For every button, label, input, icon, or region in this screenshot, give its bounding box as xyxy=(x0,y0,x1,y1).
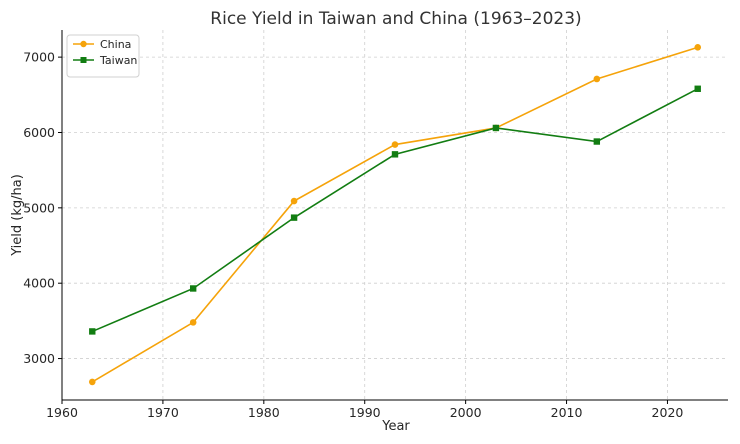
data-point-china xyxy=(189,319,197,326)
data-point-china xyxy=(593,75,601,83)
series-line-china xyxy=(91,46,698,383)
legend-label-taiwan: Taiwan xyxy=(99,54,137,67)
y-tick-label: 3000 xyxy=(23,351,55,366)
legend-label-china: China xyxy=(100,38,131,51)
legend-marker-taiwan xyxy=(80,57,87,63)
series-layer xyxy=(88,44,702,386)
y-tick-label: 7000 xyxy=(23,50,55,65)
series-taiwan xyxy=(89,85,701,335)
y-axis-title: Yield (kg/ha) xyxy=(10,174,25,257)
data-point-taiwan xyxy=(492,124,500,132)
legend: China Taiwan xyxy=(66,34,140,78)
legend-item-china: China xyxy=(73,38,131,51)
data-point-taiwan xyxy=(593,138,601,145)
legend-item-taiwan: Taiwan xyxy=(73,54,137,67)
x-tick-label: 1970 xyxy=(147,405,179,420)
axes: 1960 1970 1980 1990 2000 2010 2020 3000 4000 5000… xyxy=(23,30,728,420)
x-tick-label: 1980 xyxy=(248,405,280,420)
data-point-taiwan xyxy=(89,328,96,335)
x-tick-label: 2020 xyxy=(652,405,684,420)
x-axis-title: Year xyxy=(381,419,410,434)
chart-title: Rice Yield in Taiwan and China (1963–202… xyxy=(210,9,581,29)
data-point-taiwan xyxy=(189,285,197,292)
y-tick-label: 5000 xyxy=(23,200,55,215)
x-tick-label: 1990 xyxy=(349,405,381,420)
y-tick-label: 6000 xyxy=(23,125,55,140)
data-point-china xyxy=(88,378,96,386)
data-point-taiwan xyxy=(694,85,701,92)
data-point-china xyxy=(290,197,298,205)
y-tick-label: 4000 xyxy=(23,276,55,291)
x-tick-label: 2010 xyxy=(551,405,583,420)
data-point-taiwan xyxy=(391,151,399,158)
series-line-taiwan xyxy=(91,88,699,333)
data-point-china xyxy=(694,44,702,51)
series-china xyxy=(88,44,702,386)
data-point-taiwan xyxy=(290,214,298,221)
x-tick-label: 2000 xyxy=(450,405,482,420)
grid xyxy=(62,30,728,400)
x-tick-label: 1960 xyxy=(46,405,78,420)
data-point-china xyxy=(391,141,399,148)
legend-marker-china xyxy=(80,40,87,48)
